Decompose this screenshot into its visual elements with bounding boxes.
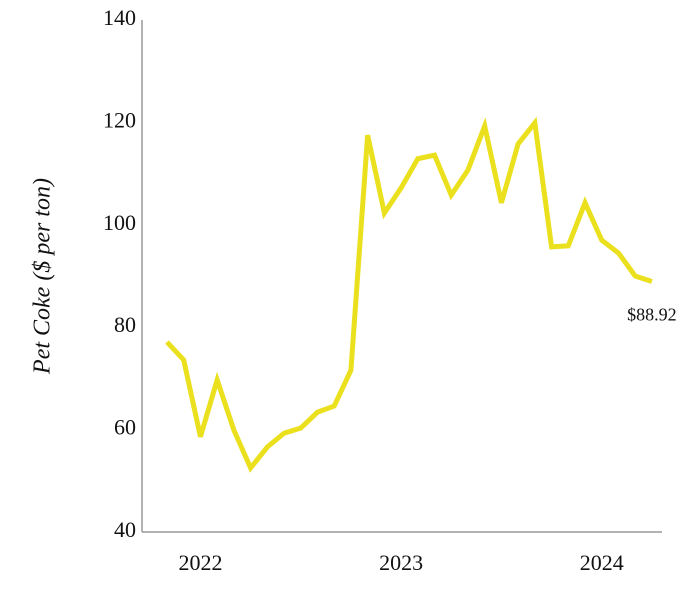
y-tick-label: 60: [114, 415, 136, 440]
y-tick-label: 40: [114, 517, 136, 542]
y-tick-label: 120: [103, 107, 136, 132]
y-axis-label: Pet Coke ($ per ton): [30, 178, 56, 375]
y-tick-label: 140: [103, 5, 136, 30]
x-tick-label: 2023: [379, 550, 423, 575]
y-tick-label: 80: [114, 312, 136, 337]
value-label: $88.92: [627, 305, 677, 325]
x-tick-label: 2024: [580, 550, 624, 575]
x-tick-label: 2022: [178, 550, 222, 575]
line: [165, 116, 653, 473]
y-tick-label: 100: [103, 210, 136, 235]
